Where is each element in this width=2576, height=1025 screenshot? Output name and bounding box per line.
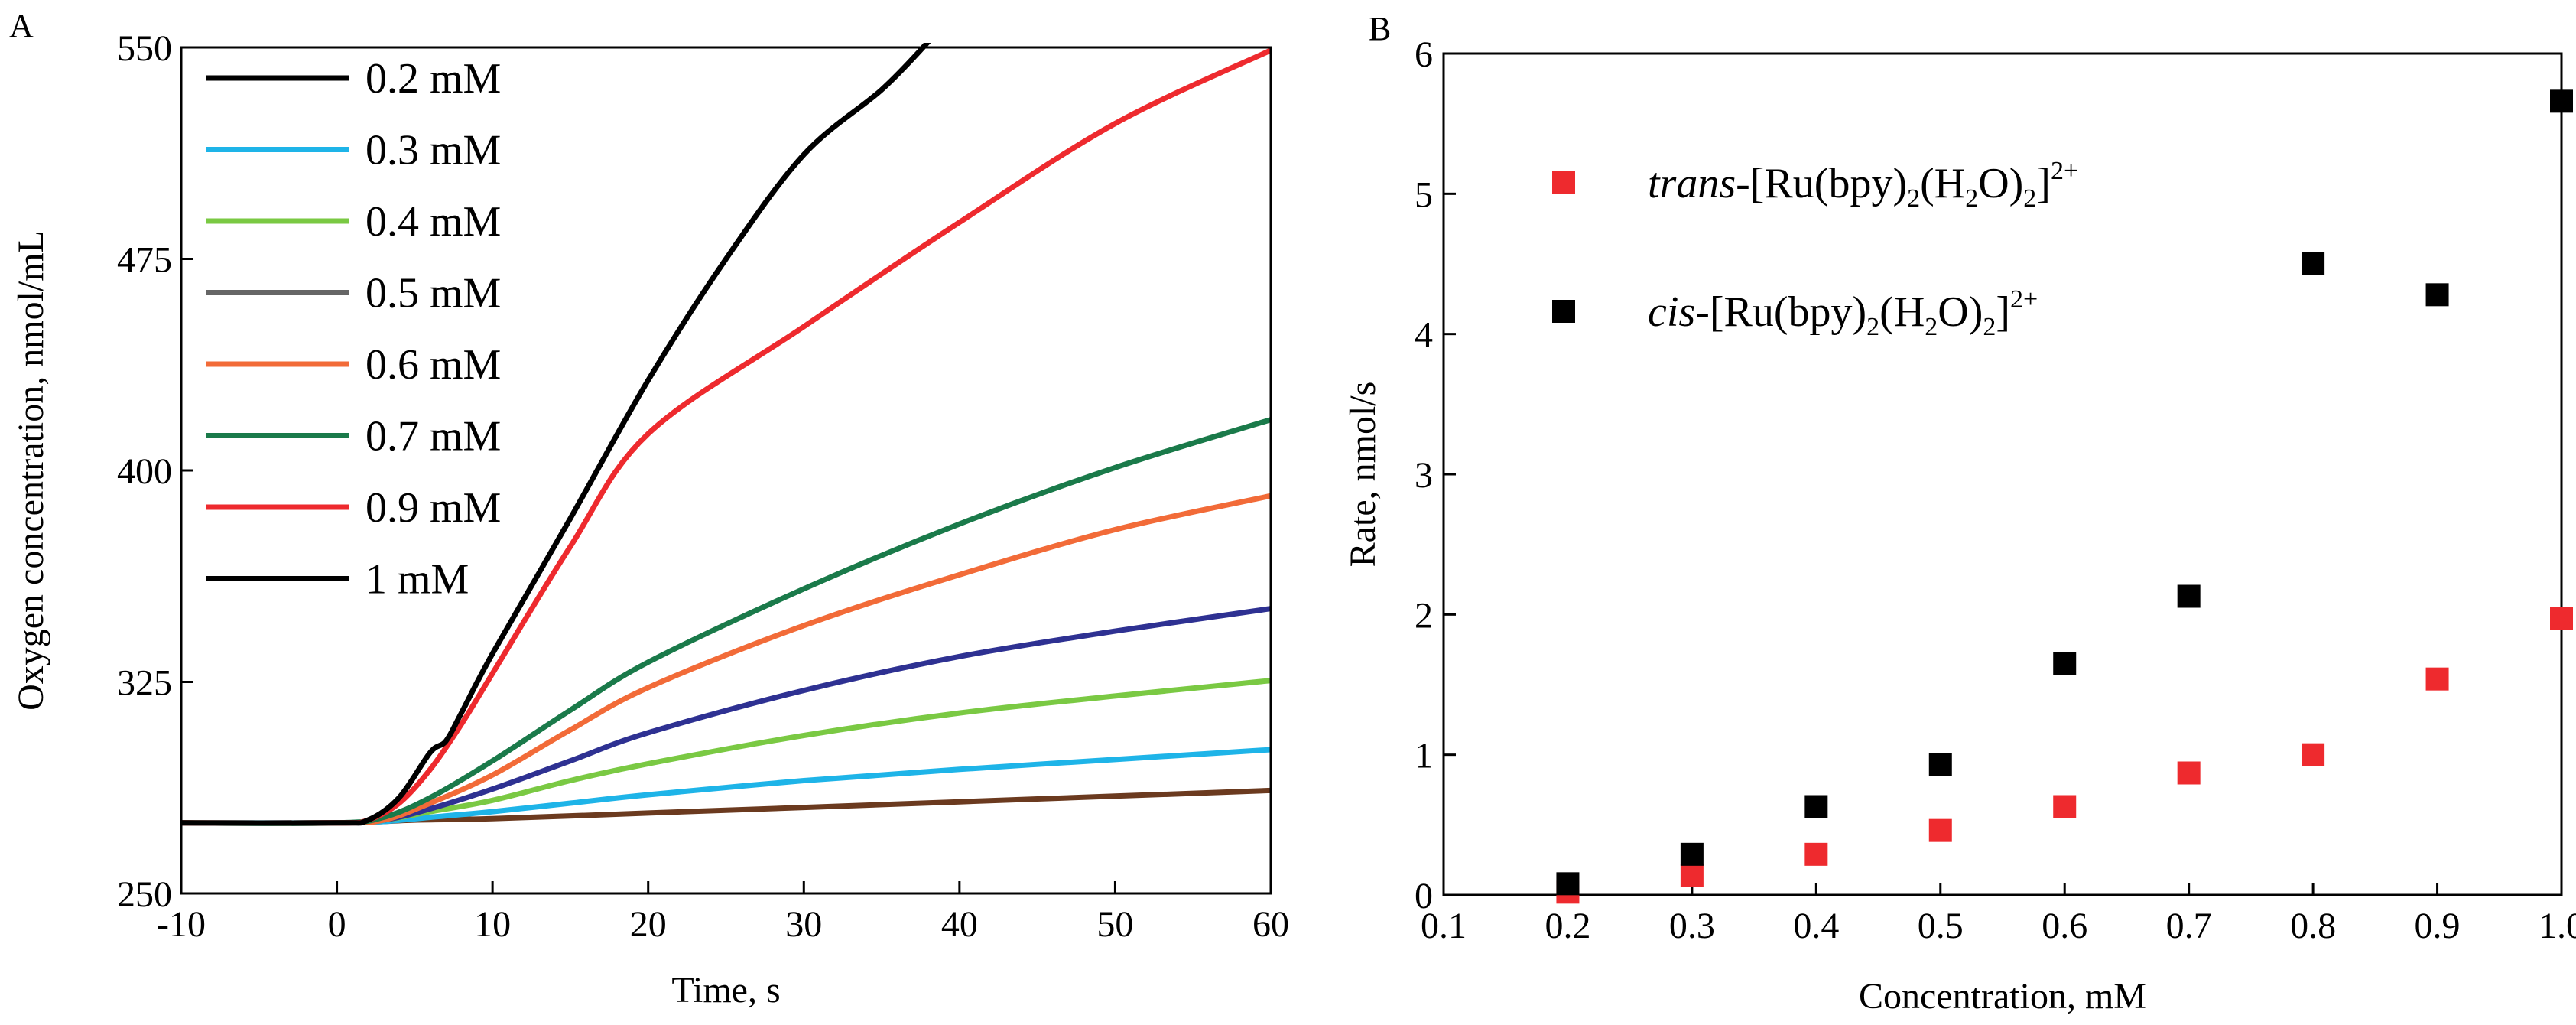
legend-marker-b (1552, 300, 1575, 323)
plot-area-a (181, 43, 1271, 826)
y-tick-label-b: 3 (1415, 455, 1433, 496)
x-tick-label-b: 1.0 (2539, 906, 2576, 946)
y-tick-label-a: 325 (117, 663, 172, 704)
y-tick-label-b: 1 (1415, 736, 1433, 776)
x-tick-label-a: 30 (785, 904, 822, 945)
x-tick-label-b: 0.3 (1669, 906, 1715, 946)
legend-label-a: 0.7 mM (365, 413, 501, 460)
scatter-point-trans (1928, 818, 1952, 842)
scatter-point-cis (2177, 584, 2201, 608)
x-tick-label-b: 0.1 (1421, 906, 1467, 946)
x-tick-label-b: 0.6 (2042, 906, 2087, 946)
scatter-point-cis (1556, 872, 1580, 896)
legend-label-a: 0.4 mM (365, 198, 501, 246)
scatter-point-trans (2425, 667, 2449, 691)
y-tick-label-a: 550 (117, 28, 172, 69)
series-line-brown (181, 787, 1271, 826)
series-line-light-green (181, 678, 1271, 826)
x-tick-label-b: 0.2 (1545, 906, 1590, 946)
x-tick-label-a: 10 (474, 904, 511, 945)
scatter-point-cis (1804, 795, 1828, 818)
legend-label-b: cis-[Ru(bpy)2(H2O)2]2+ (1648, 285, 2038, 341)
legend-label-a: 0.6 mM (365, 341, 501, 389)
scatter-point-trans (2177, 761, 2201, 785)
x-tick-label-a: 50 (1096, 904, 1133, 945)
scatter-point-cis (1680, 842, 1704, 866)
scatter-point-cis (2053, 652, 2077, 675)
legend-label-b: trans-[Ru(bpy)2(H2O)2]2+ (1648, 157, 2078, 213)
y-tick-label-b: 4 (1415, 315, 1433, 356)
panel-letter-a: A (9, 7, 34, 44)
y-tick-label-b: 5 (1415, 174, 1433, 215)
scatter-point-trans (2053, 795, 2077, 818)
series-line-orange (181, 493, 1271, 826)
panel-b: B 0.1 0.2 0.3 0.4 0.5 0.6 0.7 0.8 0.9 1.0 0 1 2 3 4 5 6 tr… (1343, 10, 2576, 1017)
y-tick-label-a: 400 (117, 451, 172, 492)
series-b-cis (1556, 89, 2573, 896)
series-b-trans (1556, 607, 2573, 904)
y-tick-label-a: 250 (117, 874, 172, 915)
y-axis-label-b: Rate, nmol/s (1343, 382, 1383, 568)
scatter-point-trans (2550, 607, 2573, 630)
x-tick-label-a: 40 (941, 904, 978, 945)
legend-marker-b (1552, 171, 1575, 194)
y-tick-label-b: 6 (1415, 34, 1433, 75)
x-tick-label-a: 60 (1252, 904, 1289, 945)
legend-entry-b: cis-[Ru(bpy)2(H2O)2]2+ (1552, 285, 2038, 341)
legend-a: 0.2 mM 0.3 mM 0.4 mM 0.5 mM 0.6 mM 0.7 mM 0.9 … (206, 55, 501, 604)
scatter-point-cis (2550, 89, 2573, 113)
x-tick-label-b: 0.8 (2290, 906, 2336, 946)
x-tick-label-b: 0.5 (1918, 906, 1964, 946)
legend-label-a: 0.3 mM (365, 127, 501, 174)
scatter-point-trans (2302, 743, 2325, 766)
x-tick-label-a: 0 (328, 904, 346, 945)
panel-letter-b: B (1369, 10, 1391, 47)
series-line-black (181, 43, 931, 826)
legend-label-a: 0.9 mM (365, 484, 501, 532)
series-line-navy (181, 606, 1271, 826)
scatter-point-cis (2425, 283, 2449, 307)
legend-entry-b: trans-[Ru(bpy)2(H2O)2]2+ (1552, 157, 2078, 213)
scatter-point-trans (1680, 864, 1704, 887)
x-tick-label-b: 0.4 (1793, 906, 1839, 946)
y-tick-label-a: 475 (117, 240, 172, 281)
x-tick-label-a: -10 (157, 904, 206, 945)
x-axis-label-a: Time, s (671, 970, 780, 1010)
panel-a: A -10 0 10 20 30 40 50 60 250 325 400 475 550 Time, s O… (9, 7, 1289, 1010)
x-axis-label-b: Concentration, mM (1859, 976, 2146, 1017)
scatter-point-cis (1928, 753, 1952, 776)
x-tick-label-a: 20 (630, 904, 667, 945)
scatter-point-trans (1804, 842, 1828, 866)
x-tick-label-b: 0.7 (2166, 906, 2212, 946)
x-tick-label-b: 0.9 (2415, 906, 2461, 946)
scatter-point-cis (2302, 252, 2325, 275)
legend-label-a: 0.2 mM (365, 55, 501, 102)
legend-label-a: 1 mM (365, 556, 469, 604)
y-tick-label-b: 2 (1415, 595, 1433, 636)
y-axis-label-a: Oxygen concentration, nmol/mL (11, 230, 51, 711)
legend-label-a: 0.5 mM (365, 270, 501, 317)
y-tick-label-b: 0 (1415, 876, 1433, 916)
series-line-dark-green (181, 417, 1271, 826)
